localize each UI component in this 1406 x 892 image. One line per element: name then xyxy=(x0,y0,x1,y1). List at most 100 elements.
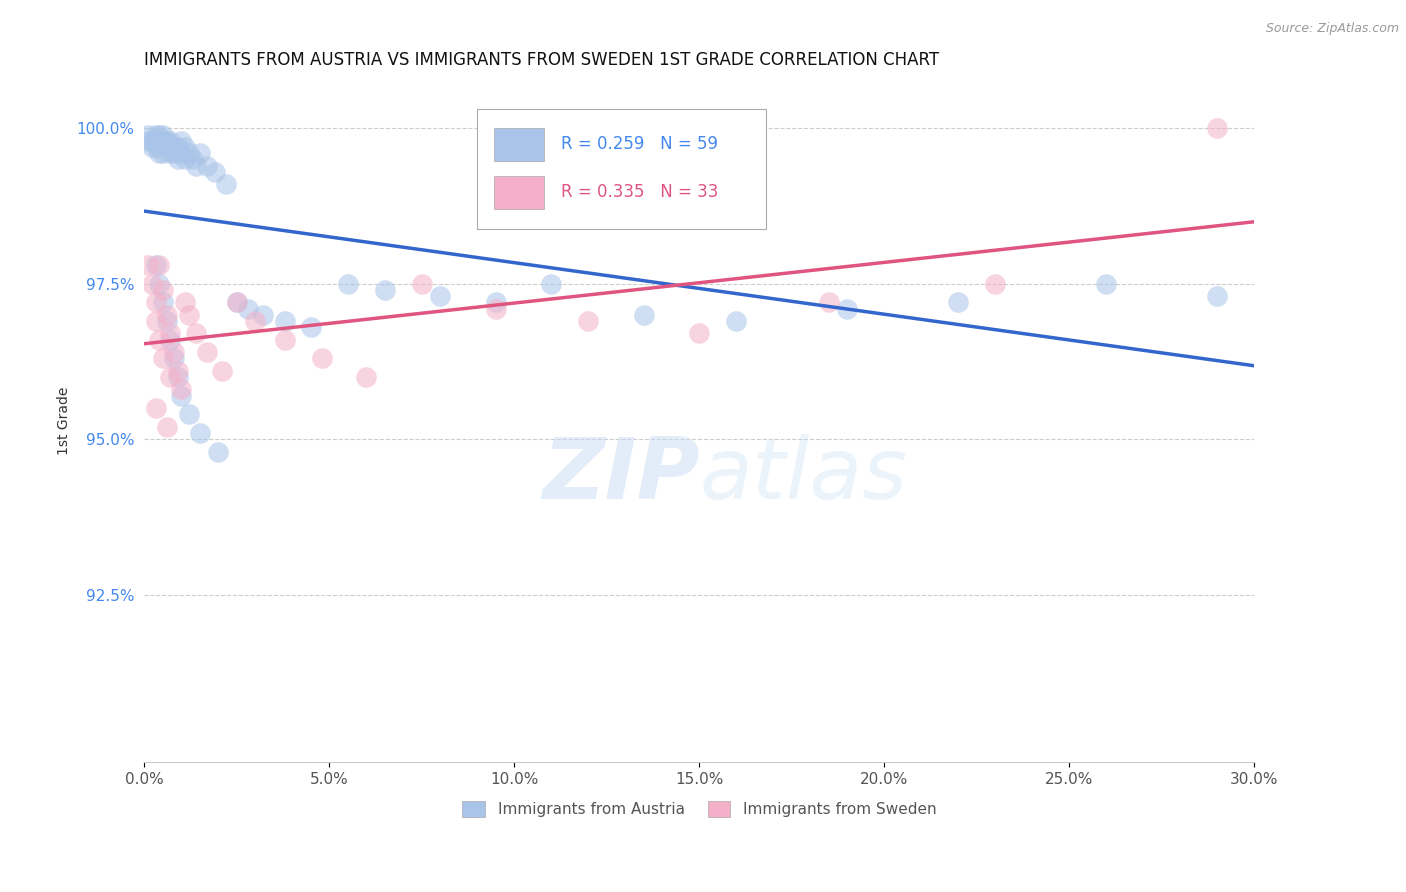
Point xyxy=(299,320,322,334)
Text: Source: ZipAtlas.com: Source: ZipAtlas.com xyxy=(1265,22,1399,36)
Point xyxy=(186,326,208,341)
Point xyxy=(159,134,181,148)
Point xyxy=(159,333,181,347)
Point xyxy=(159,146,181,161)
Point xyxy=(633,308,655,322)
Point xyxy=(226,295,249,310)
Point xyxy=(156,314,179,328)
Point xyxy=(170,383,193,397)
Point xyxy=(188,146,211,161)
Point xyxy=(163,140,186,154)
Point xyxy=(145,295,167,310)
Point xyxy=(374,283,396,297)
Text: atlas: atlas xyxy=(699,434,907,516)
Point xyxy=(166,140,188,154)
Point xyxy=(163,351,186,366)
Point xyxy=(170,389,193,403)
Point xyxy=(576,314,599,328)
Point xyxy=(152,128,174,142)
Point xyxy=(226,295,249,310)
Y-axis label: 1st Grade: 1st Grade xyxy=(58,386,72,455)
Point xyxy=(177,407,200,421)
Point xyxy=(429,289,451,303)
Text: R = 0.259   N = 59: R = 0.259 N = 59 xyxy=(561,136,717,153)
Text: R = 0.335   N = 33: R = 0.335 N = 33 xyxy=(561,183,718,201)
Point xyxy=(148,333,170,347)
Point xyxy=(311,351,333,366)
Point xyxy=(166,370,188,384)
Point xyxy=(211,364,233,378)
Point xyxy=(148,134,170,148)
Text: IMMIGRANTS FROM AUSTRIA VS IMMIGRANTS FROM SWEDEN 1ST GRADE CORRELATION CHART: IMMIGRANTS FROM AUSTRIA VS IMMIGRANTS FR… xyxy=(145,51,939,69)
Point xyxy=(136,258,159,272)
Point xyxy=(174,140,197,154)
Point xyxy=(163,146,186,161)
Point xyxy=(136,134,159,148)
Point xyxy=(181,153,204,167)
Point xyxy=(174,295,197,310)
Point xyxy=(141,140,163,154)
Point xyxy=(145,314,167,328)
Point xyxy=(688,326,710,341)
Point xyxy=(186,159,208,173)
Point xyxy=(156,419,179,434)
Point xyxy=(195,345,218,359)
Point xyxy=(163,345,186,359)
Point xyxy=(145,128,167,142)
Point xyxy=(152,283,174,297)
Text: ZIP: ZIP xyxy=(541,434,699,516)
FancyBboxPatch shape xyxy=(478,110,766,229)
Point xyxy=(274,333,297,347)
Point xyxy=(236,301,259,316)
Point xyxy=(207,444,229,458)
Point xyxy=(152,295,174,310)
Point xyxy=(148,277,170,291)
Point xyxy=(725,314,748,328)
Point xyxy=(1206,289,1229,303)
Point xyxy=(984,277,1007,291)
Point xyxy=(1095,277,1118,291)
Point xyxy=(148,128,170,142)
Point xyxy=(336,277,359,291)
FancyBboxPatch shape xyxy=(494,176,544,209)
Point xyxy=(1206,121,1229,136)
Point xyxy=(540,277,562,291)
Point xyxy=(141,277,163,291)
Point xyxy=(356,370,378,384)
Point xyxy=(174,153,197,167)
Point xyxy=(204,165,226,179)
Point xyxy=(485,295,508,310)
Point xyxy=(188,425,211,440)
Point xyxy=(159,370,181,384)
FancyBboxPatch shape xyxy=(494,128,544,161)
Point xyxy=(145,140,167,154)
Point xyxy=(195,159,218,173)
Legend: Immigrants from Austria, Immigrants from Sweden: Immigrants from Austria, Immigrants from… xyxy=(457,795,942,823)
Point xyxy=(837,301,859,316)
Point xyxy=(252,308,274,322)
Point xyxy=(215,178,238,192)
Point xyxy=(159,326,181,341)
Point xyxy=(156,140,179,154)
Point xyxy=(177,146,200,161)
Point xyxy=(245,314,267,328)
Point xyxy=(152,134,174,148)
Point xyxy=(145,258,167,272)
Point xyxy=(166,153,188,167)
Point xyxy=(152,351,174,366)
Point xyxy=(136,128,159,142)
Point xyxy=(177,308,200,322)
Point xyxy=(148,258,170,272)
Point xyxy=(145,401,167,415)
Point xyxy=(818,295,841,310)
Point xyxy=(141,134,163,148)
Point xyxy=(148,146,170,161)
Point xyxy=(156,308,179,322)
Point xyxy=(145,134,167,148)
Point xyxy=(170,146,193,161)
Point xyxy=(485,301,508,316)
Point xyxy=(166,364,188,378)
Point xyxy=(274,314,297,328)
Point xyxy=(156,134,179,148)
Point xyxy=(152,146,174,161)
